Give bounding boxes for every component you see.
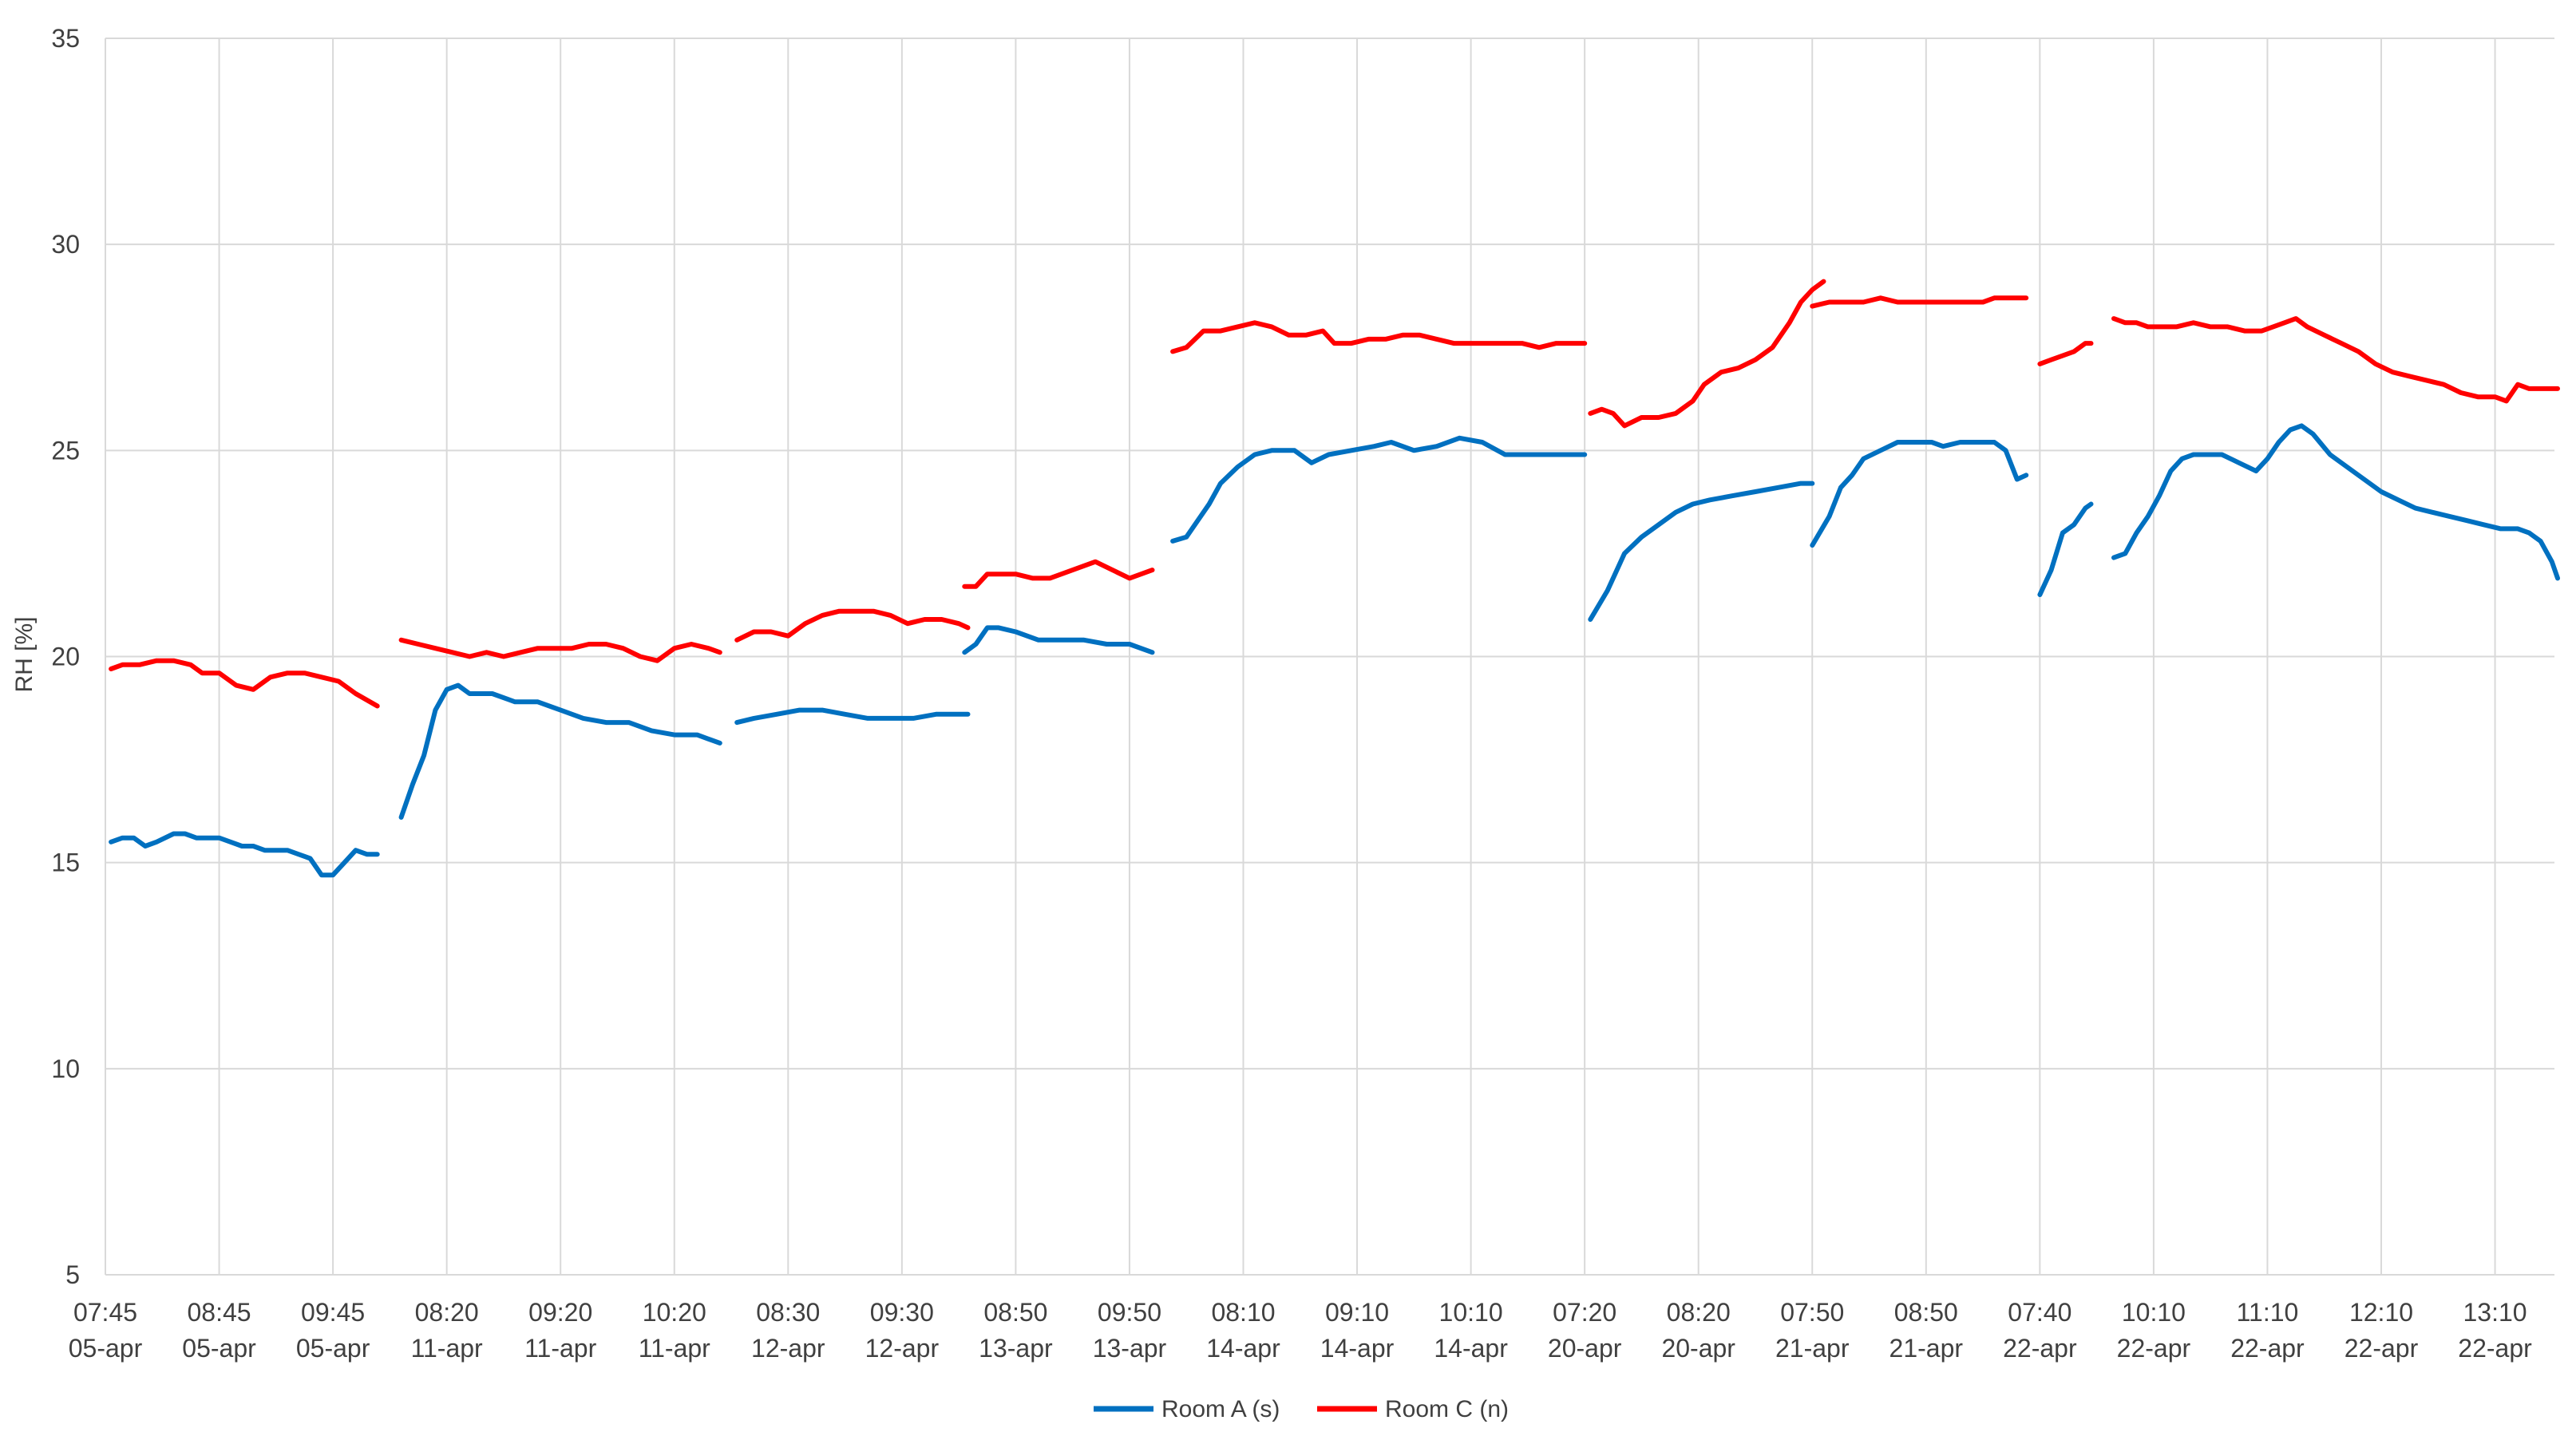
series-line-segment — [1810, 295, 2029, 309]
x-tick-label-date: 14-apr — [1434, 1334, 1508, 1363]
x-tick-label-time: 12:10 — [2349, 1298, 2413, 1327]
series-line-segment — [1588, 279, 1826, 429]
x-tick-label-time: 08:20 — [1667, 1298, 1731, 1327]
vertical-gridlines — [105, 38, 2496, 1275]
x-tick-label-time: 08:50 — [983, 1298, 1047, 1327]
series-line-segment — [2037, 501, 2094, 597]
series-line-segment — [1588, 481, 1815, 622]
series-line-segment — [962, 559, 1155, 589]
x-tick-label-date: 21-apr — [1889, 1334, 1964, 1363]
legend-label: Room A (s) — [1161, 1396, 1280, 1422]
x-tick-label-time: 09:50 — [1098, 1298, 1161, 1327]
y-tick-label: 30 — [51, 230, 80, 259]
series-line-segment — [2111, 423, 2560, 581]
series-line-segment — [734, 608, 971, 643]
series-line-segment — [109, 831, 380, 878]
series-line-segment — [398, 637, 722, 663]
x-tick-label-date: 22-apr — [2345, 1334, 2419, 1363]
x-tick-label-date: 22-apr — [2458, 1334, 2532, 1363]
y-tick-label: 5 — [65, 1260, 80, 1289]
series-line-segment — [962, 625, 1155, 655]
x-tick-label-date: 13-apr — [1093, 1334, 1167, 1363]
x-tick-label-time: 07:50 — [1780, 1298, 1844, 1327]
series-line-segment — [2037, 341, 2094, 366]
x-tick-label-date: 22-apr — [2117, 1334, 2191, 1363]
series-line-segment — [1170, 435, 1588, 544]
x-tick-label-time: 08:50 — [1894, 1298, 1958, 1327]
x-tick-label-date: 11-apr — [639, 1334, 710, 1363]
x-tick-label-date: 14-apr — [1320, 1334, 1395, 1363]
x-tick-label-time: 09:30 — [870, 1298, 934, 1327]
legend: Room A (s) Room C (n) — [1094, 1396, 1509, 1422]
y-tick-label: 25 — [51, 436, 80, 465]
x-tick-label-date: 11-apr — [411, 1334, 483, 1363]
x-tick-label-time: 10:10 — [2122, 1298, 2186, 1327]
x-tick-label-date: 21-apr — [1775, 1334, 1850, 1363]
x-tick-label-time: 10:20 — [643, 1298, 706, 1327]
x-tick-label-time: 09:45 — [301, 1298, 365, 1327]
x-axis-tick-labels: 07:45 05-apr 08:45 05-apr 09:45 05-apr 08:20 11… — [69, 1298, 2532, 1363]
x-tick-label-time: 08:10 — [1211, 1298, 1275, 1327]
x-tick-label-date: 20-apr — [1661, 1334, 1735, 1363]
x-tick-label-date: 05-apr — [69, 1334, 143, 1363]
series-lines — [109, 279, 2560, 878]
x-tick-label-time: 07:40 — [2008, 1298, 2071, 1327]
x-tick-label-time: 08:30 — [756, 1298, 820, 1327]
y-tick-label: 35 — [51, 24, 80, 53]
series-line-segment — [1810, 440, 2029, 548]
legend-label: Room C (n) — [1385, 1396, 1509, 1422]
x-tick-label-time: 09:10 — [1325, 1298, 1389, 1327]
series-line-segment — [2111, 316, 2560, 404]
x-tick-label-date: 12-apr — [751, 1334, 825, 1363]
y-tick-label: 20 — [51, 643, 80, 671]
y-axis-tick-labels: 5 10 15 20 25 30 35 — [51, 24, 80, 1289]
x-tick-label-time: 08:45 — [188, 1298, 251, 1327]
series-line-segment — [398, 682, 722, 820]
x-tick-label-date: 22-apr — [2230, 1334, 2305, 1363]
y-tick-label: 10 — [51, 1054, 80, 1083]
series-room-a — [109, 423, 2560, 878]
x-tick-label-time: 13:10 — [2463, 1298, 2527, 1327]
x-tick-label-time: 11:10 — [2237, 1298, 2299, 1327]
y-tick-label: 15 — [51, 849, 80, 877]
x-tick-label-date: 05-apr — [296, 1334, 370, 1363]
series-room-c — [109, 279, 2560, 709]
x-tick-label-time: 10:10 — [1439, 1298, 1503, 1327]
x-tick-label-time: 08:20 — [415, 1298, 479, 1327]
x-tick-label-time: 07:45 — [73, 1298, 137, 1327]
x-tick-label-date: 05-apr — [182, 1334, 256, 1363]
x-tick-label-date: 14-apr — [1206, 1334, 1280, 1363]
series-line-segment — [1170, 320, 1588, 354]
series-line-segment — [734, 707, 971, 726]
x-tick-label-date: 11-apr — [524, 1334, 596, 1363]
x-tick-label-date: 12-apr — [865, 1334, 940, 1363]
x-tick-label-time: 09:20 — [528, 1298, 592, 1327]
x-tick-label-time: 07:20 — [1553, 1298, 1616, 1327]
series-line-segment — [109, 658, 380, 709]
y-axis-title: RH [%] — [11, 616, 38, 692]
x-tick-label-date: 20-apr — [1548, 1334, 1622, 1363]
x-tick-label-date: 13-apr — [979, 1334, 1053, 1363]
x-tick-label-date: 22-apr — [2003, 1334, 2077, 1363]
